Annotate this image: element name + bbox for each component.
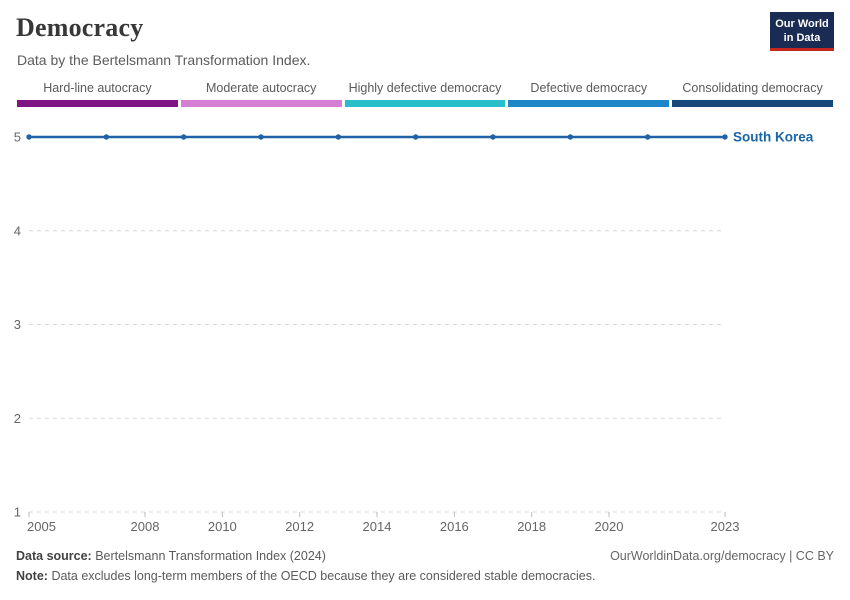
legend-label: Defective democracy — [530, 81, 648, 95]
legend-item-defective-democracy: Defective democracy — [508, 81, 670, 107]
x-axis-label-2020: 2020 — [595, 519, 624, 534]
x-axis-label-2016: 2016 — [440, 519, 469, 534]
data-point-south-korea-2013 — [335, 134, 342, 140]
chart-footer: Data source: Bertelsmann Transformation … — [16, 546, 834, 586]
data-point-south-korea-2015 — [412, 134, 419, 140]
data-point-south-korea-2023 — [722, 134, 728, 140]
x-axis-label-2018: 2018 — [517, 519, 546, 534]
legend-item-moderate-autocracy: Moderate autocracy — [180, 81, 342, 107]
legend-color-bar — [672, 100, 833, 107]
note-label: Note: — [16, 569, 48, 583]
chart-subtitle: Data by the Bertelsmann Transformation I… — [17, 52, 311, 68]
legend-label: Highly defective democracy — [348, 81, 502, 95]
legend-color-bar — [180, 100, 342, 107]
x-axis-label-2008: 2008 — [131, 519, 160, 534]
x-axis: 2005 2008 2010 2012 2014 2016 2018 2020 2023 — [27, 512, 739, 534]
data-source-text: Bertelsmann Transformation Index (2024) — [95, 549, 326, 563]
legend-color-bar — [508, 100, 670, 107]
x-axis-label-2010: 2010 — [208, 519, 237, 534]
y-axis-label-4: 4 — [14, 223, 21, 238]
y-axis-label-1: 1 — [14, 505, 21, 520]
note-text: Data excludes long-term members of the O… — [51, 569, 596, 583]
data-point-south-korea-2011 — [258, 134, 264, 140]
logo-line2: in Data — [783, 32, 821, 45]
legend-label: Moderate autocracy — [205, 81, 317, 95]
x-axis-label-2012: 2012 — [285, 519, 314, 534]
x-axis-label-2005: 2005 — [27, 519, 56, 534]
x-axis-label-2014: 2014 — [363, 519, 392, 534]
note-line: Note: Data excludes long-term members of… — [16, 566, 834, 586]
y-axis-labels: 5 4 3 2 1 — [14, 130, 21, 520]
legend-item-hard-line-autocracy: Hard-line autocracy — [17, 81, 178, 107]
logo-line1: Our World — [775, 18, 829, 30]
x-axis-label-2023: 2023 — [711, 519, 740, 534]
legend-color-bar — [344, 100, 506, 107]
y-axis-label-2: 2 — [14, 411, 21, 426]
legend-label: Consolidating democracy — [682, 81, 823, 95]
data-source-line: Data source: Bertelsmann Transformation … — [16, 546, 834, 566]
legend-color-bar — [17, 100, 178, 107]
legend-item-highly-defective-democracy: Highly defective democracy — [344, 81, 506, 107]
data-source-label: Data source: — [16, 549, 92, 563]
data-point-south-korea-2017 — [490, 134, 496, 140]
data-point-south-korea-2021 — [644, 134, 651, 140]
data-point-south-korea-2009 — [180, 134, 187, 140]
data-point-south-korea-2005 — [26, 134, 32, 140]
y-axis-label-3: 3 — [14, 317, 21, 332]
data-point-south-korea-2019 — [567, 134, 574, 140]
y-axis-label-5: 5 — [14, 130, 21, 145]
page-title: Democracy — [16, 13, 144, 42]
data-point-south-korea-2007 — [103, 134, 110, 140]
line-chart-canvas[interactable]: 5 4 3 2 1 2005 2008 2010 2012 2014 2016 2018 2020 202… — [0, 115, 850, 540]
series-label-south-korea[interactable]: South Korea — [733, 130, 814, 145]
category-legend: Hard-line autocracy Moderate autocracy Hig… — [17, 81, 833, 107]
owid-logo[interactable]: Our World in Data — [770, 12, 834, 51]
legend-label: Hard-line autocracy — [43, 81, 152, 95]
legend-item-consolidating-democracy: Consolidating democracy — [672, 81, 833, 107]
series-south-korea: South Korea — [26, 130, 814, 145]
y-gridlines — [29, 230, 725, 513]
attribution-link[interactable]: OurWorldinData.org/democracy | CC BY — [610, 549, 834, 563]
